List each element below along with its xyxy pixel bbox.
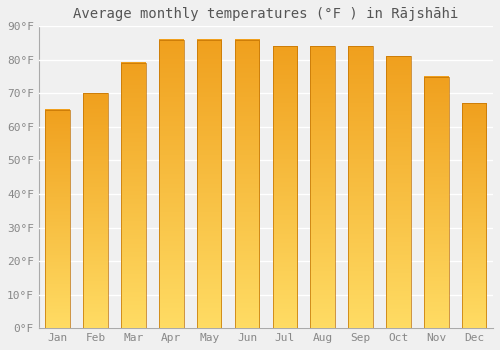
Bar <box>197 40 222 328</box>
Bar <box>234 40 260 328</box>
Bar <box>272 47 297 328</box>
Bar <box>462 104 486 328</box>
Bar <box>386 56 410 328</box>
Bar <box>424 77 448 328</box>
Bar <box>159 40 184 328</box>
Title: Average monthly temperatures (°F ) in Rājshāhi: Average monthly temperatures (°F ) in Rā… <box>74 7 458 21</box>
Bar <box>310 47 335 328</box>
Bar <box>121 63 146 328</box>
Bar <box>84 93 108 328</box>
Bar <box>348 47 373 328</box>
Bar <box>46 110 70 328</box>
